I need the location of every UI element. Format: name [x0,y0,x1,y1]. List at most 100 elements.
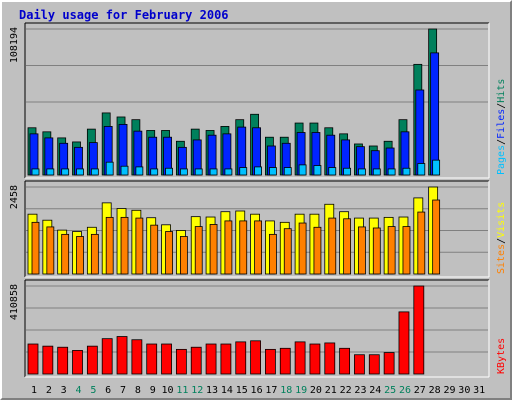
day-label: 19 [295,385,307,396]
day-label: 18 [280,385,292,396]
bar-kbytes [57,346,69,375]
bar-kbytes [324,342,336,375]
bar-pages [31,168,40,176]
bar-pages [298,164,307,176]
bar-kbytes [235,341,247,375]
bar-pages [372,168,381,176]
day-label: 24 [369,385,381,396]
bar-pages [165,167,173,176]
bar-pages [135,166,144,176]
bar-kbytes [309,343,321,375]
bar-files [415,89,425,176]
bar-sites [179,236,188,275]
bar-pages [90,168,99,176]
day-label: 29 [443,385,455,396]
bar-kbytes [27,343,39,375]
bar-kbytes [161,343,172,375]
bar-sites [254,220,262,275]
bar-pages [432,159,441,176]
bar-kbytes [101,338,113,375]
bar-sites [343,218,352,275]
bar-pages [224,168,233,176]
day-label: 26 [399,385,411,396]
bar-kbytes [279,347,291,375]
bar-sites [76,236,84,275]
bar-kbytes [146,343,158,375]
day-label: 2 [46,385,52,396]
bar-sites [417,211,426,275]
bar-kbytes [131,339,143,375]
bar-kbytes [175,348,187,375]
day-label: 15 [236,385,248,396]
day-label: 14 [221,385,233,396]
bar-sites [90,233,99,275]
bar-kbytes [354,354,365,375]
day-label: 7 [120,385,126,396]
day-label: 21 [325,385,337,396]
day-label: 13 [206,385,218,396]
bar-sites [239,220,248,275]
day-label: 28 [429,385,441,396]
chart-title: Daily usage for February 2006 [19,8,229,22]
day-label: 25 [384,385,396,396]
series-label-pages: Pages [496,145,507,175]
day-label: 12 [191,385,203,396]
bar-kbytes [42,345,54,375]
bar-files [430,52,440,176]
bar-sites [298,222,307,275]
day-label: 9 [150,385,156,396]
bar-pages [417,163,426,176]
bar-kbytes [116,336,128,375]
bar-kbytes [339,347,351,375]
bar-kbytes [294,341,306,375]
bar-kbytes [413,285,425,375]
bar-sites [269,233,277,275]
day-label: 20 [310,385,322,396]
day-label: 27 [414,385,426,396]
day-label: 31 [473,385,485,396]
bar-sites [46,226,55,275]
bar-sites [328,217,337,275]
bar-sites [224,220,233,275]
bar-kbytes [265,348,276,375]
day-label: 6 [105,385,111,396]
bar-pages [402,167,411,176]
day-label: 22 [340,385,352,396]
day-label: 8 [135,385,141,396]
y-max-label: 2458 [9,185,20,209]
bar-sites [402,226,411,275]
bar-pages [209,168,218,176]
day-label: 23 [354,385,366,396]
bar-pages [343,167,352,176]
bar-kbytes [86,345,98,375]
bar-sites [372,227,381,275]
bar-kbytes [205,343,217,375]
bar-kbytes [220,343,232,375]
bar-sites [31,221,40,275]
series-labels: Pages/Files/Hits [496,79,507,175]
day-label: 3 [61,385,67,396]
bar-sites [194,226,203,275]
bar-pages [105,161,114,176]
series-labels: Sites/Visits [496,202,507,274]
bar-pages [313,165,322,176]
series-label-sites: Sites [496,244,507,274]
bar-pages [239,167,248,176]
day-label: 16 [251,385,263,396]
bar-kbytes [398,311,410,375]
series-label-kbytes: KBytes [496,338,507,374]
bar-sites [135,217,144,275]
bar-sites [209,224,218,275]
bar-pages [194,168,203,176]
day-label: 1 [31,385,37,396]
day-label: 11 [176,385,188,396]
bar-kbytes [383,352,395,375]
bar-pages [76,168,84,176]
bar-kbytes [72,350,83,375]
bar-sites [283,228,292,275]
bar-kbytes [190,346,202,375]
bar-pages [179,168,188,176]
day-label: 10 [162,385,174,396]
bar-pages [283,167,292,176]
